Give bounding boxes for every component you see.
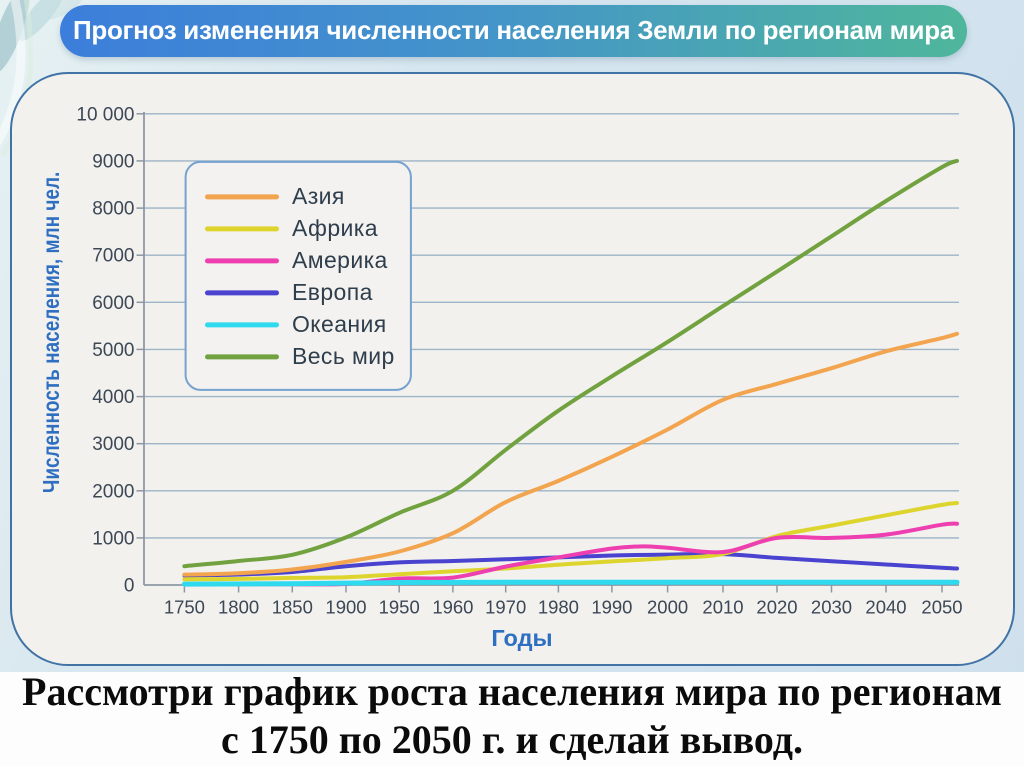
svg-text:9000: 9000 <box>92 151 134 172</box>
svg-text:7000: 7000 <box>92 246 134 267</box>
svg-text:1750: 1750 <box>164 597 205 618</box>
svg-text:1850: 1850 <box>272 597 313 618</box>
svg-text:2050: 2050 <box>921 597 962 618</box>
svg-text:2040: 2040 <box>865 597 906 618</box>
svg-text:1980: 1980 <box>538 597 579 618</box>
svg-text:1000: 1000 <box>92 528 134 549</box>
svg-text:Океания: Океания <box>292 311 387 337</box>
svg-text:6000: 6000 <box>92 293 134 314</box>
svg-text:2020: 2020 <box>756 597 797 618</box>
svg-text:1950: 1950 <box>379 597 420 618</box>
svg-text:Европа: Европа <box>292 279 373 305</box>
svg-text:Америка: Америка <box>292 247 388 273</box>
svg-text:1800: 1800 <box>218 597 259 618</box>
svg-text:2030: 2030 <box>811 597 852 618</box>
svg-text:5000: 5000 <box>92 340 134 361</box>
svg-text:Африка: Африка <box>292 215 378 241</box>
svg-text:2000: 2000 <box>92 481 134 502</box>
svg-text:2010: 2010 <box>702 597 743 618</box>
svg-text:1960: 1960 <box>432 597 473 618</box>
svg-text:Весь мир: Весь мир <box>292 343 395 369</box>
svg-text:0: 0 <box>124 576 135 597</box>
svg-text:4000: 4000 <box>92 387 134 408</box>
svg-text:3000: 3000 <box>92 434 134 455</box>
svg-text:8000: 8000 <box>92 199 134 220</box>
svg-text:2000: 2000 <box>647 597 688 618</box>
svg-text:1900: 1900 <box>325 597 366 618</box>
svg-text:1970: 1970 <box>485 597 526 618</box>
svg-text:1990: 1990 <box>591 597 632 618</box>
svg-text:Азия: Азия <box>292 183 345 209</box>
svg-text:10 000: 10 000 <box>76 104 134 125</box>
